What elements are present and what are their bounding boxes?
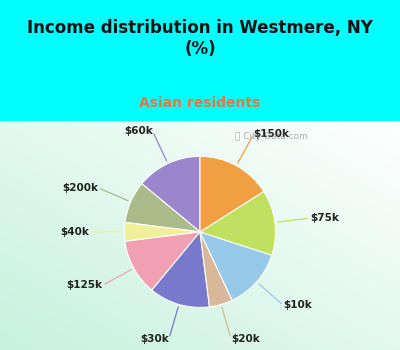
Wedge shape bbox=[124, 222, 200, 241]
Text: Income distribution in Westmere, NY
(%): Income distribution in Westmere, NY (%) bbox=[27, 19, 373, 58]
Text: ⓘ City-Data.com: ⓘ City-Data.com bbox=[235, 132, 308, 141]
Wedge shape bbox=[200, 232, 272, 300]
Text: $125k: $125k bbox=[67, 280, 103, 290]
Text: $75k: $75k bbox=[310, 213, 339, 223]
Text: $10k: $10k bbox=[283, 300, 312, 310]
Text: $40k: $40k bbox=[60, 227, 89, 237]
Text: $150k: $150k bbox=[254, 130, 290, 140]
Text: $200k: $200k bbox=[62, 183, 98, 193]
Text: $60k: $60k bbox=[124, 126, 153, 136]
Text: Asian residents: Asian residents bbox=[139, 96, 261, 110]
Wedge shape bbox=[125, 184, 200, 232]
Wedge shape bbox=[125, 232, 200, 290]
Wedge shape bbox=[200, 191, 276, 255]
Wedge shape bbox=[152, 232, 210, 307]
Text: $20k: $20k bbox=[231, 334, 260, 344]
Wedge shape bbox=[200, 156, 264, 232]
Wedge shape bbox=[200, 232, 232, 307]
Text: $30k: $30k bbox=[140, 334, 169, 344]
Wedge shape bbox=[142, 156, 200, 232]
